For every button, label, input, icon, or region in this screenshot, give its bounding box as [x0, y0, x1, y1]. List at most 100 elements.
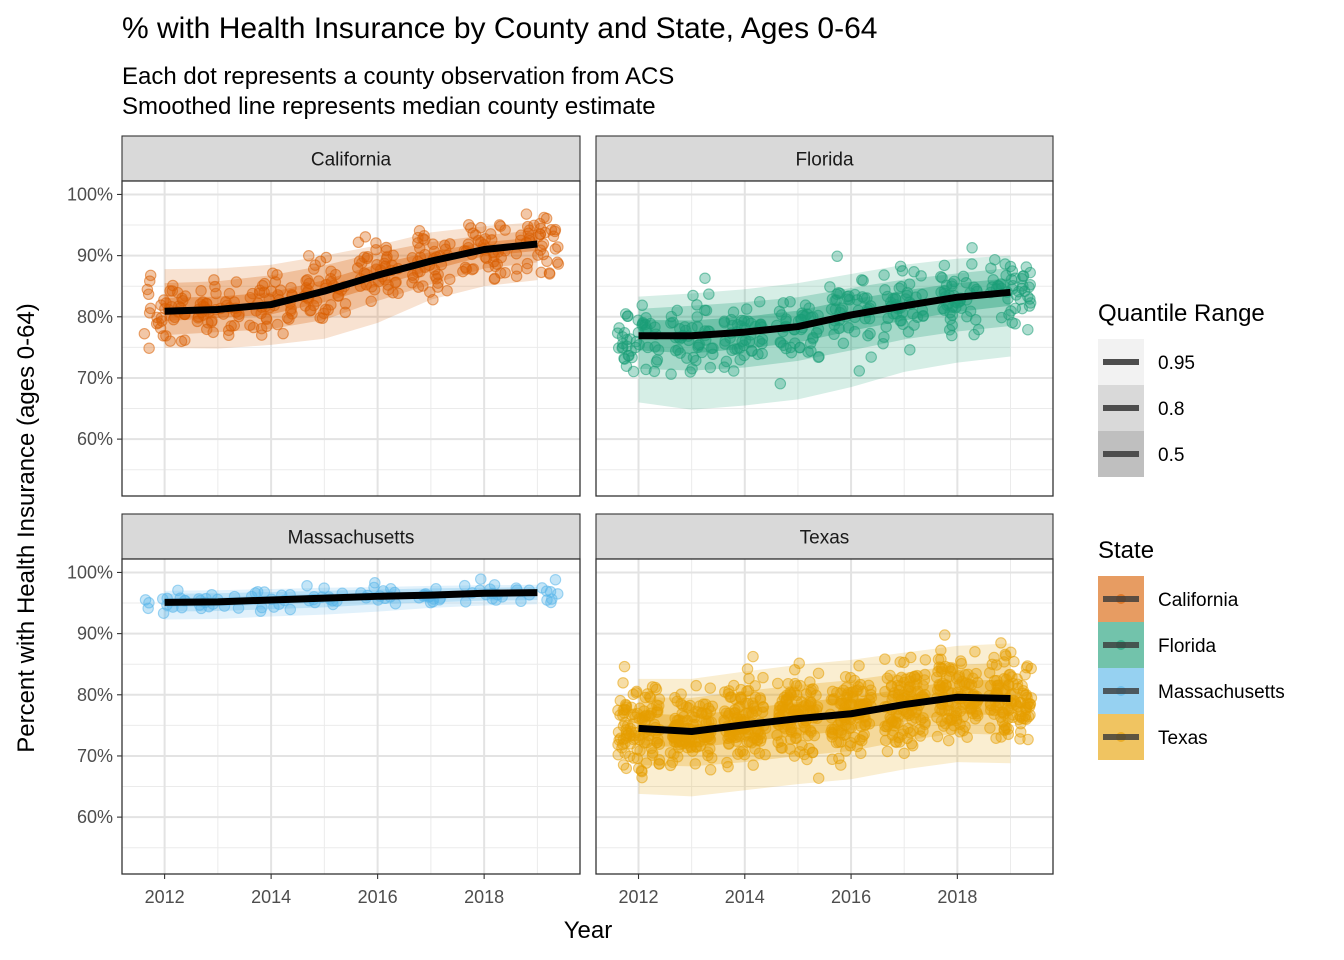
county-point: [690, 354, 702, 367]
county-point: [303, 250, 315, 262]
county-point: [319, 303, 332, 316]
county-point: [488, 579, 501, 591]
county-point: [988, 674, 1001, 687]
county-point: [325, 265, 337, 278]
county-point: [549, 243, 562, 255]
county-point: [139, 594, 152, 606]
county-point: [881, 745, 894, 758]
county-point: [898, 747, 910, 760]
state-key-label: Massachusetts: [1158, 682, 1285, 703]
county-point: [534, 228, 546, 240]
county-point: [702, 749, 714, 762]
county-point: [618, 660, 631, 673]
county-point: [935, 644, 947, 657]
county-point: [775, 337, 787, 349]
strip-texas: [595, 513, 1054, 560]
county-point: [691, 320, 704, 333]
strip-label: Florida: [795, 150, 854, 171]
county-point: [208, 274, 220, 286]
county-point: [985, 262, 997, 274]
x-axis-title: Year: [564, 917, 613, 944]
county-point: [520, 208, 533, 220]
county-point: [804, 676, 816, 688]
county-point: [745, 737, 758, 749]
county-point: [782, 677, 794, 690]
county-point: [624, 722, 637, 735]
county-point: [856, 291, 869, 303]
county-point: [154, 322, 167, 335]
county-point: [653, 758, 666, 770]
county-point: [255, 322, 268, 335]
county-point: [164, 285, 176, 297]
county-point: [903, 278, 916, 290]
county-point: [749, 680, 761, 692]
county-point: [863, 718, 876, 730]
y-tick-label: 70%: [77, 746, 113, 766]
county-point: [314, 311, 326, 324]
county-point: [704, 764, 717, 776]
county-point: [669, 344, 682, 357]
county-point: [499, 267, 511, 279]
county-point: [865, 688, 877, 701]
county-point: [1006, 709, 1019, 721]
county-point: [1022, 323, 1034, 336]
panel-florida: Florida: [595, 135, 1054, 497]
county-point: [284, 603, 297, 616]
county-point: [144, 302, 157, 315]
county-point: [225, 320, 237, 332]
county-point: [622, 310, 634, 322]
county-point: [740, 303, 753, 315]
county-point: [515, 595, 527, 608]
y-tick-label: 90%: [77, 624, 113, 644]
county-point: [697, 698, 710, 710]
county-point: [651, 354, 664, 366]
county-point: [722, 760, 734, 773]
county-point: [676, 707, 688, 720]
county-point: [633, 712, 645, 725]
county-point: [459, 596, 472, 608]
county-point: [380, 244, 393, 257]
county-point: [727, 365, 740, 377]
county-point: [812, 667, 825, 680]
county-point: [634, 744, 646, 757]
county-point: [917, 725, 929, 737]
county-point: [909, 680, 921, 692]
county-point: [138, 327, 151, 340]
county-point: [612, 342, 625, 354]
county-point: [892, 688, 905, 701]
county-point: [142, 602, 154, 615]
county-point: [938, 629, 951, 641]
county-point: [917, 680, 929, 692]
county-point: [807, 333, 819, 345]
county-point: [746, 697, 759, 709]
county-point: [412, 281, 425, 293]
county-point: [803, 699, 815, 712]
county-point: [955, 657, 968, 670]
median-line: [638, 693, 1011, 735]
county-point: [1014, 726, 1027, 738]
county-point: [641, 322, 653, 335]
county-point: [942, 734, 955, 747]
county-point: [789, 705, 802, 717]
county-point: [320, 251, 332, 264]
state-key-label: Florida: [1158, 636, 1217, 657]
county-point: [968, 328, 980, 341]
facet-panels: California Florida Massachusetts Texas: [121, 135, 1054, 875]
county-point: [361, 251, 374, 263]
county-point: [998, 708, 1010, 720]
median-line: [638, 288, 1011, 340]
panel-border: [595, 180, 1054, 497]
county-point: [735, 683, 747, 696]
county-point: [258, 286, 270, 299]
county-point: [616, 331, 629, 343]
county-point: [997, 683, 1010, 696]
county-point: [937, 720, 950, 732]
county-point: [704, 682, 717, 694]
panel-california: California: [121, 135, 581, 497]
county-point: [679, 321, 691, 333]
county-point: [368, 581, 380, 594]
county-point: [970, 667, 982, 680]
county-point: [667, 316, 679, 329]
county-point: [831, 686, 843, 699]
county-point: [905, 651, 917, 664]
